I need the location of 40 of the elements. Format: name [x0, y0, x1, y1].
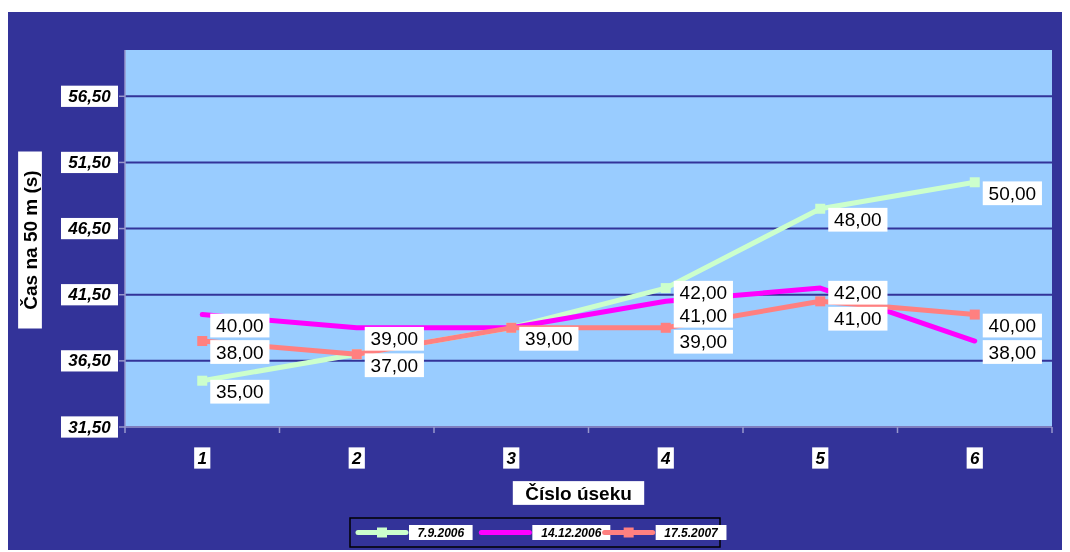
legend-label: 14.12.2006 — [541, 525, 602, 540]
x-tick-label: 4 — [660, 448, 672, 468]
data-label: 41,00 — [679, 305, 728, 327]
data-label: 39,00 — [370, 328, 419, 350]
data-label: 38,00 — [988, 341, 1037, 363]
data-label: 40,00 — [216, 315, 264, 337]
data-label: 40,00 — [988, 315, 1037, 337]
x-axis-title: Číslo úseku — [525, 482, 632, 504]
y-axis-title: Čas na 50 m (s) — [19, 170, 41, 310]
data-label: 42,00 — [679, 282, 728, 304]
legend-label: 7.9.2006 — [417, 525, 465, 540]
data-label: 48,00 — [834, 209, 882, 231]
x-tick-label: 1 — [197, 448, 207, 468]
x-tick-label: 2 — [351, 448, 363, 468]
x-tick-label: 3 — [506, 448, 517, 468]
point — [660, 283, 671, 294]
point — [660, 322, 671, 333]
x-tick-label: 5 — [815, 448, 826, 468]
y-tick-label: 51,50 — [68, 152, 112, 172]
data-label: 41,00 — [834, 308, 882, 330]
data-label: 50,00 — [988, 182, 1037, 204]
data-label: 37,00 — [370, 354, 419, 376]
y-tick-label: 31,50 — [68, 417, 112, 437]
legend-label: 17.5.2007 — [664, 525, 720, 540]
point — [969, 177, 980, 188]
y-tick-label: 46,50 — [67, 219, 112, 239]
point — [197, 336, 208, 347]
point — [815, 203, 826, 214]
point — [969, 309, 980, 320]
data-label: 35,00 — [216, 381, 264, 403]
data-label: 39,00 — [679, 331, 728, 353]
y-tick-label: 56,50 — [68, 86, 112, 106]
point — [815, 296, 826, 307]
y-tick-label: 41,50 — [67, 285, 112, 305]
data-label: 38,00 — [216, 341, 264, 363]
point — [197, 375, 208, 386]
data-label: 42,00 — [834, 282, 882, 304]
x-tick-label: 6 — [970, 448, 981, 468]
y-tick-label: 36,50 — [68, 351, 112, 371]
data-label: 39,00 — [525, 328, 573, 350]
